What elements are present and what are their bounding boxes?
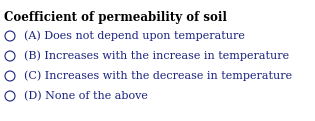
Text: (D) None of the above: (D) None of the above (24, 91, 148, 101)
Text: (A) Does not depend upon temperature: (A) Does not depend upon temperature (24, 31, 245, 41)
Text: Coefficient of permeability of soil: Coefficient of permeability of soil (4, 11, 227, 24)
Text: (B) Increases with the increase in temperature: (B) Increases with the increase in tempe… (24, 51, 289, 61)
Text: (C) Increases with the decrease in temperature: (C) Increases with the decrease in tempe… (24, 71, 292, 81)
